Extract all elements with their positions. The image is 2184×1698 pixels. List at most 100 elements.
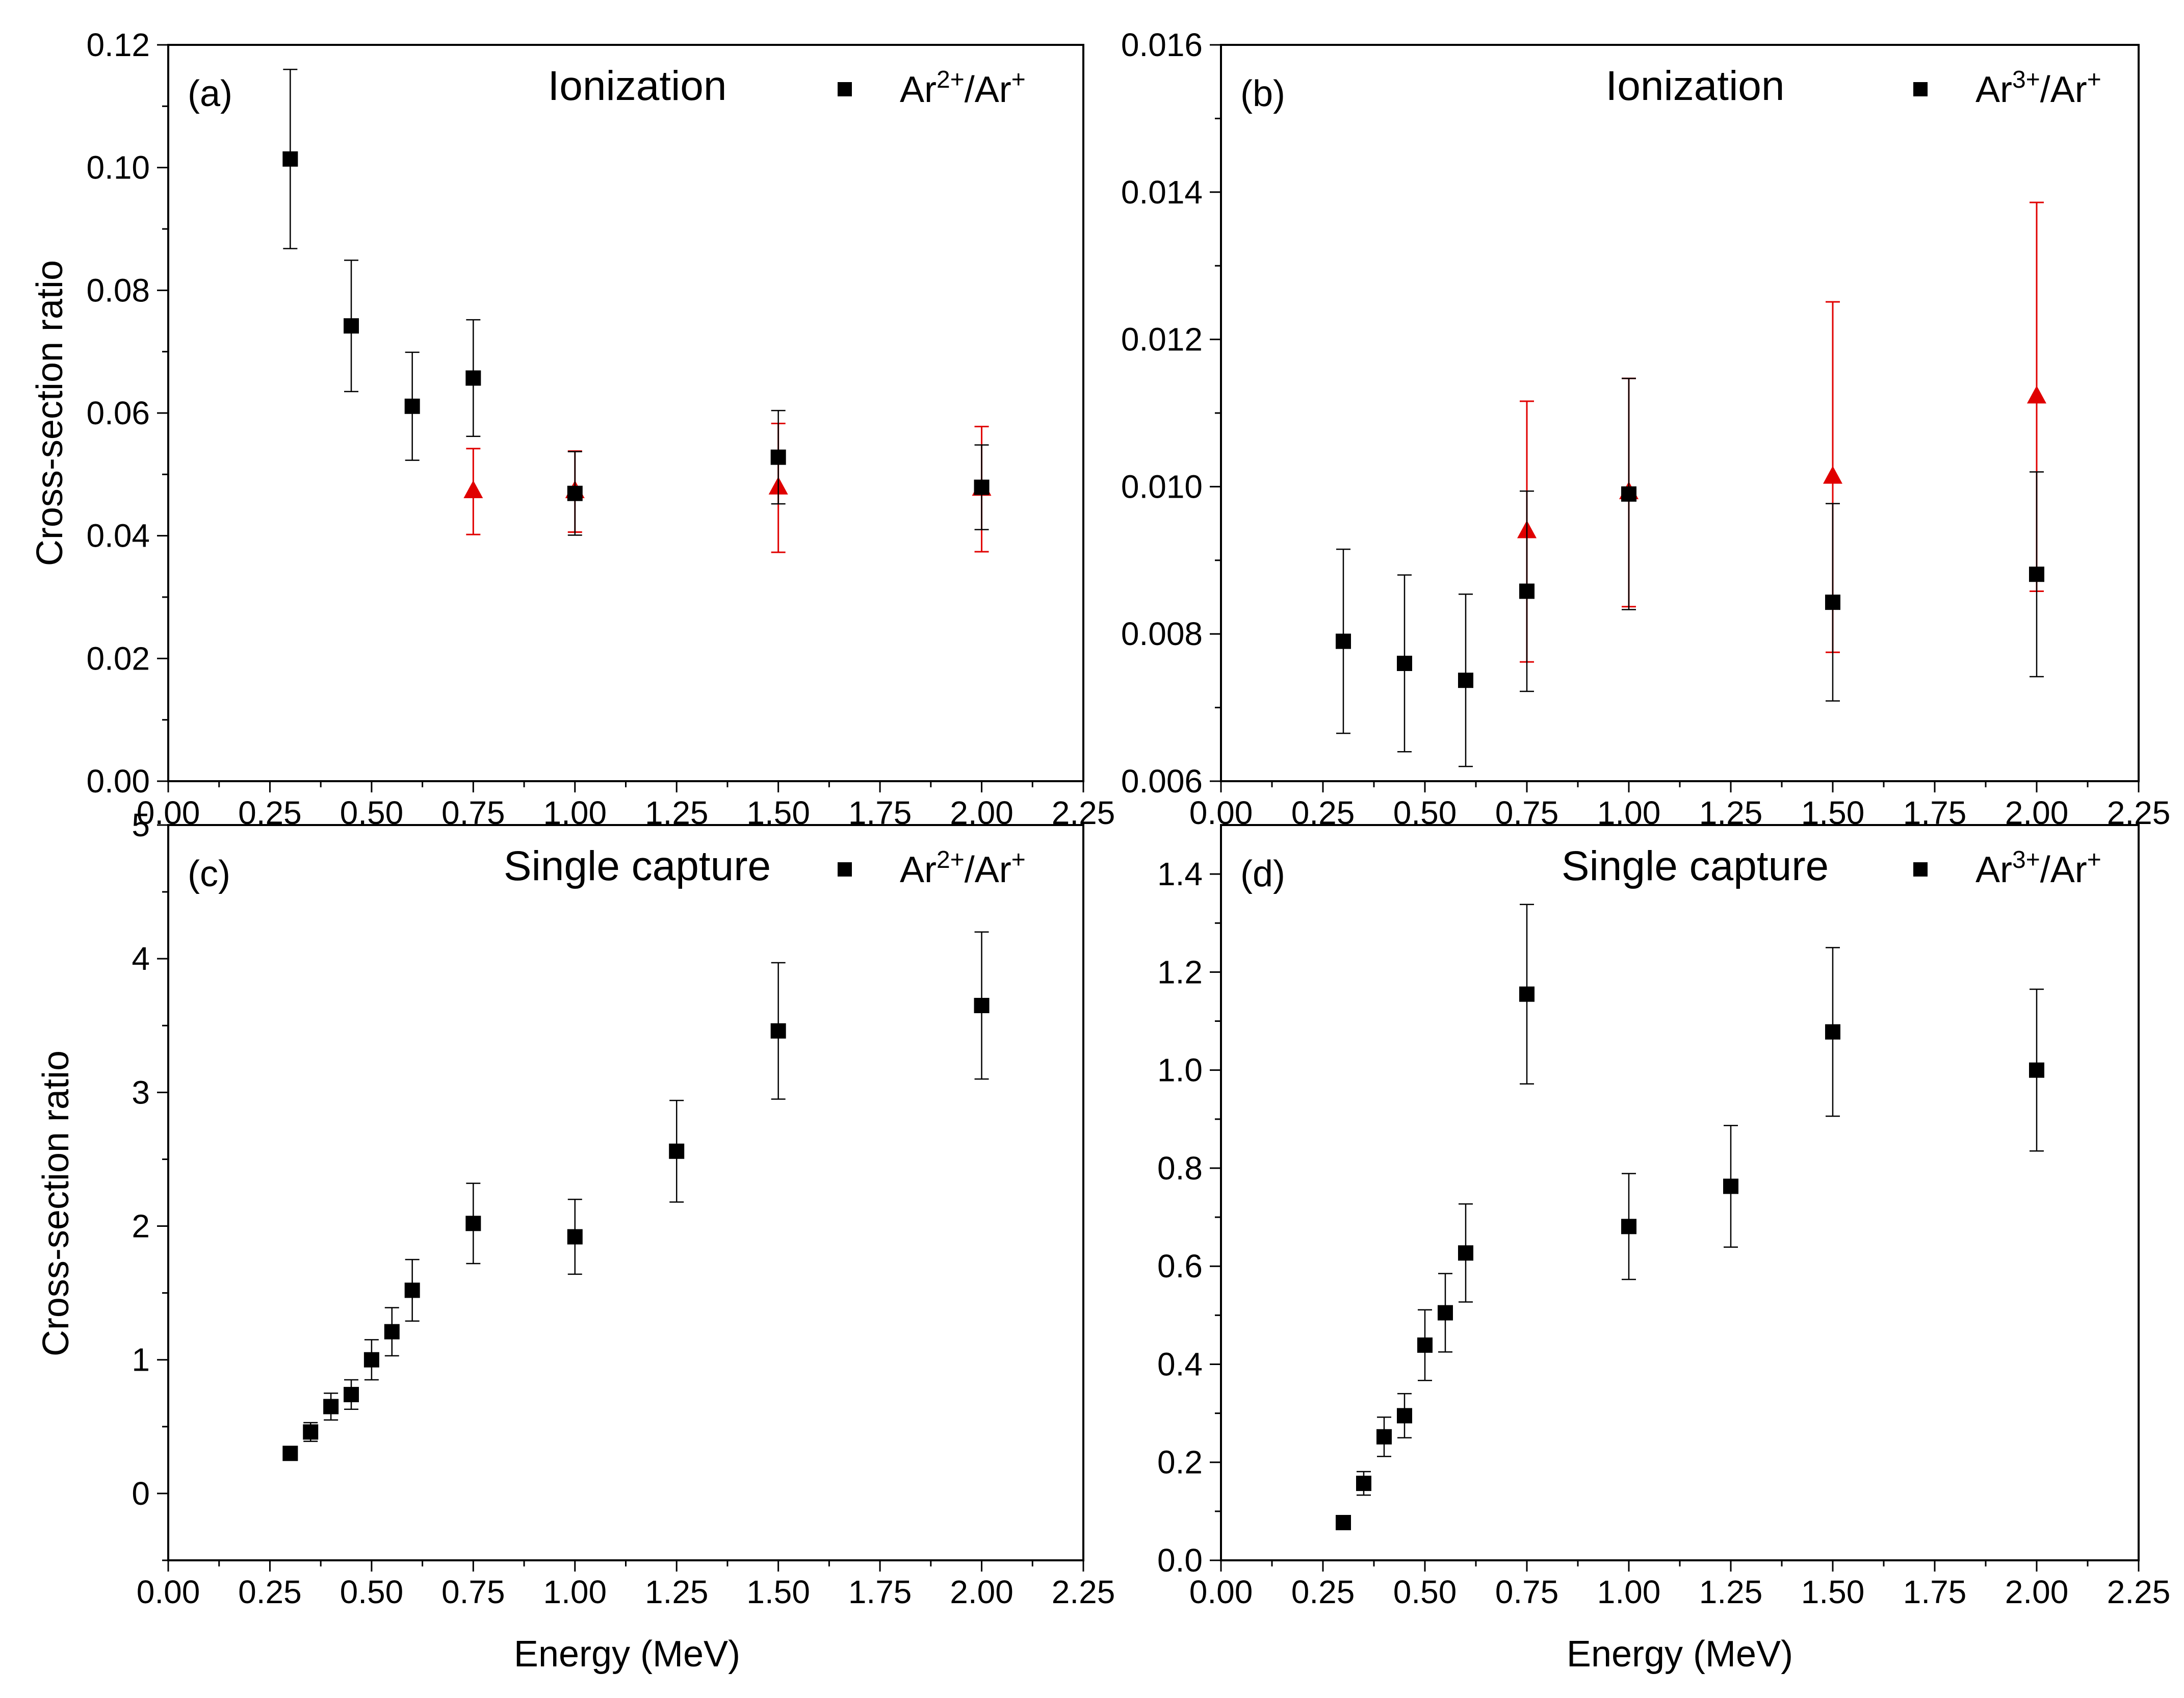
data-point-square [567,485,583,501]
x-tick-label: 1.50 [1801,1574,1865,1610]
y-tick-label: 0.0 [1157,1542,1203,1579]
data-point-square [974,479,990,495]
legend-marker [1913,862,1928,877]
y-tick-label: 1.4 [1157,856,1203,892]
data-point-square [344,318,359,334]
x-tick-label: 0.00 [1189,1574,1253,1610]
data-point-square [1621,1219,1636,1234]
y-tick-label: 1.0 [1157,1052,1203,1089]
data-point-square [1356,1476,1371,1491]
data-point-square [2029,567,2044,582]
legend-marker [838,82,852,96]
legend-label: Ar3+/Ar+ [1975,66,2101,110]
y-tick-label: 2 [132,1208,150,1245]
x-tick-label: 1.25 [645,1574,709,1610]
y-tick-label: 0.08 [86,272,150,308]
panel-letter: (d) [1240,854,1285,894]
data-point-square [1723,1178,1738,1194]
data-point-square [1336,1514,1351,1530]
series-black-squares [282,68,990,536]
y-tick-label: 3 [132,1074,150,1111]
data-point-square [669,1143,685,1159]
x-tick-label: 1.00 [1597,1574,1661,1610]
data-point-square [1825,1024,1840,1040]
y-tick-label: 0.008 [1121,615,1203,652]
x-tick-label: 0.50 [340,1574,404,1610]
y-tick-label: 0.12 [86,27,150,63]
y-tick-label: 0 [132,1475,150,1512]
legend-marker [838,862,852,877]
data-point-square [1621,486,1636,502]
data-point-square [1458,1245,1473,1261]
y-tick-label: 0.8 [1157,1150,1203,1187]
data-point-square [1417,1337,1433,1353]
data-point-square [1519,986,1535,1002]
y-tick-label: 0.10 [86,149,150,186]
data-point-triangle [463,480,483,499]
data-point-square [465,1216,481,1231]
x-tick-label: 1.75 [848,1574,912,1610]
legend-label: Ar2+/Ar+ [900,66,1026,110]
data-point-square [344,1386,359,1402]
data-point-square [404,398,420,414]
x-tick-label: 2.00 [2005,1574,2069,1610]
data-point-square [770,1023,786,1039]
x-tick-label: 0.75 [1495,1574,1559,1610]
legend-marker [1913,82,1928,96]
y-tick-label: 0.006 [1121,763,1203,800]
y-tick-label: 0.010 [1121,468,1203,505]
panel-letter: (c) [188,854,230,894]
y-tick-label: 1.2 [1157,954,1203,990]
data-point-square [384,1324,400,1340]
data-point-square [1825,595,1840,610]
x-tick-label: 0.25 [238,1574,302,1610]
panel-title: Single capture [1562,843,1829,889]
y-tick-label: 0.4 [1157,1346,1203,1382]
panel-c: 0.00 0.25 0.50 0.75 1.00 1.25 1.50 1.75 2.00 2.25… [132,807,1115,1610]
data-point-square [1438,1305,1453,1321]
legend-label: Ar2+/Ar+ [900,846,1026,890]
data-point-triangle [1823,466,1842,484]
x-tick-label: 0.00 [137,1574,200,1610]
data-point-square [1519,583,1535,599]
x-tick-label: 0.50 [1393,1574,1457,1610]
y-tick-label: 0.06 [86,395,150,431]
y-axis-label-bottom: Cross-section ratio [36,1050,76,1356]
data-point-square [404,1282,420,1298]
x-tick-label: 0.75 [441,1574,505,1610]
y-tick-label: 0.014 [1121,174,1203,211]
panel-title: Single capture [504,843,771,889]
y-tick-label: 0.6 [1157,1248,1203,1284]
x-tick-label: 0.25 [1291,1574,1355,1610]
panel-d: 0.00 0.25 0.50 0.75 1.00 1.25 1.50 1.75 2.00 2.25… [1157,824,2171,1610]
x-axis-label-right: Energy (MeV) [1567,1634,1793,1675]
y-axis-label-top: Cross-section ratio [30,260,70,566]
y-tick-label: 0.02 [86,640,150,677]
x-tick-label: 2.00 [950,1574,1013,1610]
y-tick-label: 0.016 [1121,27,1203,63]
data-point-square [1336,633,1351,649]
x-tick-label: 1.00 [543,1574,607,1610]
data-point-square [1397,1408,1412,1424]
data-point-square [770,449,786,465]
data-point-square [323,1399,339,1414]
data-point-square [465,370,481,386]
panel-letter: (a) [188,73,232,114]
data-point-square [567,1229,583,1245]
x-tick-label: 1.25 [1699,1574,1763,1610]
y-tick-label: 0.012 [1121,321,1203,358]
panel-title: Ionization [1605,63,1784,109]
data-point-square [2029,1062,2044,1078]
data-point-square [1397,655,1412,671]
data-point-square [282,1446,298,1461]
y-tick-label: 0.04 [86,518,150,554]
data-point-triangle [2027,385,2046,404]
series-black-squares [1336,904,2044,1530]
data-point-square [363,1352,379,1368]
x-tick-label: 2.25 [2107,1574,2171,1610]
series-black-squares [282,931,990,1461]
panel-letter: (b) [1240,73,1285,114]
data-point-square [303,1424,319,1440]
panel-title: Ionization [548,63,726,109]
